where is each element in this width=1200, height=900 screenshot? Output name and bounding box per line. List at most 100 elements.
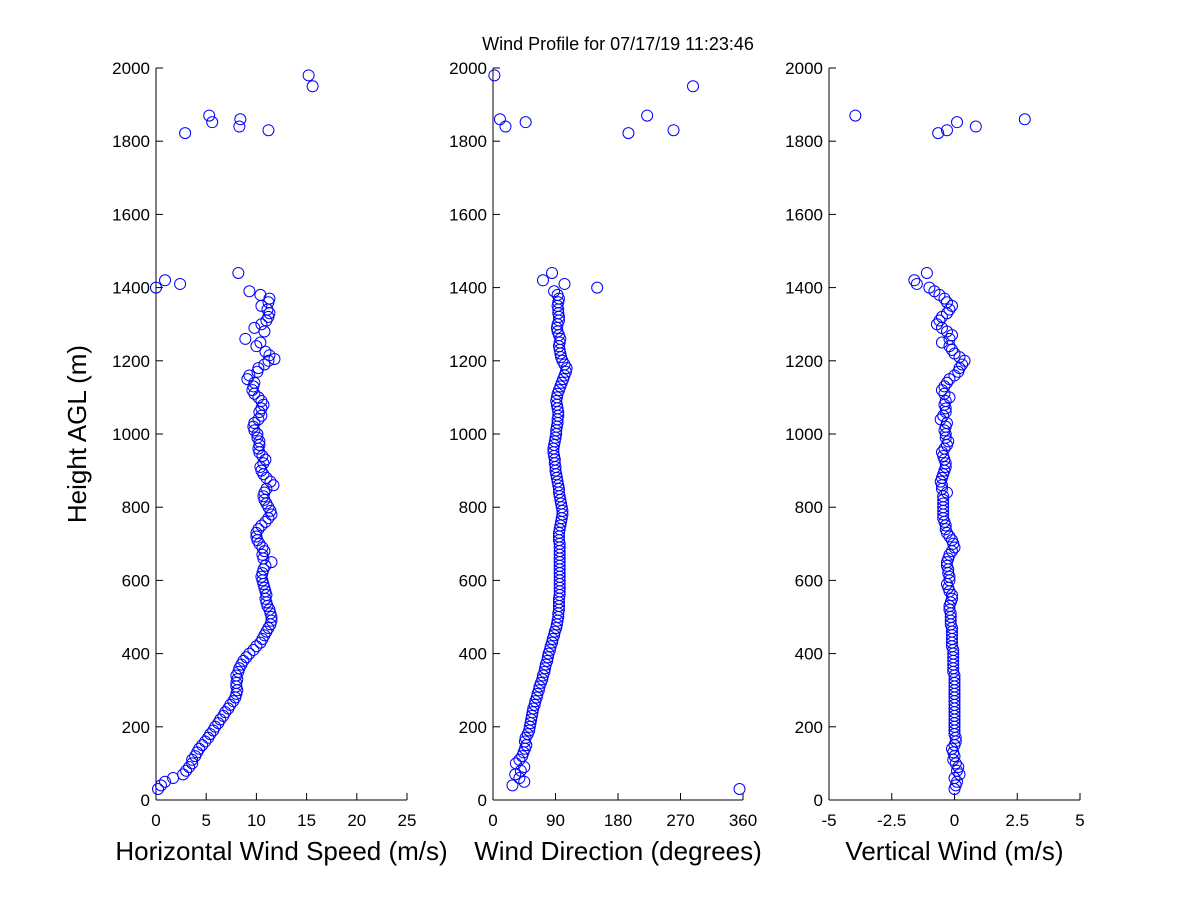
data-point (952, 761, 965, 774)
data-point (943, 603, 956, 616)
y-tick-label: 1800 (785, 132, 823, 151)
y-tick-label: 200 (795, 718, 823, 737)
x-tick-label: 180 (604, 811, 632, 830)
data-point (543, 643, 556, 656)
x-tick-label: 270 (666, 811, 694, 830)
x-tick-label: 2.5 (1005, 811, 1029, 830)
x-tick-label: -5 (821, 811, 836, 830)
data-point (259, 515, 272, 528)
data-point (246, 384, 259, 397)
data-point (943, 548, 956, 561)
data-point (525, 709, 538, 722)
data-point (250, 340, 263, 353)
y-tick-label: 800 (122, 498, 150, 517)
y-tick-label: 400 (122, 645, 150, 664)
data-point (252, 523, 265, 536)
data-points (150, 69, 319, 796)
data-point (934, 413, 947, 426)
data-point (240, 651, 253, 664)
data-point (255, 570, 268, 583)
data-point (526, 706, 539, 719)
y-tick-label: 200 (459, 718, 487, 737)
y-tick-label: 1600 (112, 205, 150, 224)
data-point (250, 530, 263, 543)
x-tick-label: 90 (546, 811, 565, 830)
y-tick-label: 600 (795, 571, 823, 590)
panel-3: 0 200 400 600 800 1000 1200 1400 1600 1800 2000 -5 -… (785, 59, 1085, 866)
y-tick-label: 600 (122, 571, 150, 590)
x-tick-label: 360 (729, 811, 757, 830)
data-point (256, 567, 269, 580)
y-tick-label: 1400 (785, 279, 823, 298)
data-points (488, 69, 746, 796)
y-tick-label: 800 (795, 498, 823, 517)
data-point (254, 336, 267, 349)
data-point (232, 665, 245, 678)
data-point (938, 380, 951, 393)
data-point (257, 578, 270, 591)
data-point (233, 120, 246, 133)
data-point (537, 274, 549, 287)
data-point (528, 698, 541, 711)
data-point (234, 113, 247, 126)
data-point (541, 654, 554, 667)
data-point (247, 643, 260, 656)
data-point (733, 783, 746, 796)
data-point (548, 629, 561, 642)
y-tick-label: 1800 (449, 132, 487, 151)
data-points (849, 109, 1031, 796)
data-point (180, 764, 193, 777)
data-point (951, 775, 964, 788)
data-point (229, 691, 242, 704)
data-point (262, 354, 275, 367)
x-tick-label: 20 (347, 811, 366, 830)
data-point (591, 281, 604, 294)
data-point (1018, 113, 1031, 126)
data-point (262, 124, 275, 137)
x-tick-label: 5 (201, 811, 210, 830)
data-point (940, 559, 953, 572)
data-point (945, 592, 958, 605)
data-point (942, 435, 955, 448)
data-point (264, 475, 277, 488)
data-point (206, 116, 219, 129)
data-point (953, 768, 966, 781)
data-point (214, 713, 227, 726)
data-point (306, 80, 319, 93)
data-point (530, 691, 543, 704)
data-point (260, 589, 273, 602)
data-point (519, 116, 532, 129)
data-point (254, 460, 267, 473)
data-point (939, 460, 952, 473)
data-point (252, 391, 265, 404)
data-point (541, 651, 554, 664)
data-point (259, 345, 272, 358)
y-tick-label: 1400 (449, 279, 487, 298)
data-point (945, 343, 958, 356)
data-point (259, 559, 272, 572)
data-point (943, 303, 956, 316)
y-tick-label: 2000 (112, 59, 150, 78)
y-tick-label: 1600 (785, 205, 823, 224)
data-point (247, 380, 260, 393)
data-point (248, 376, 261, 389)
data-point (243, 647, 256, 660)
data-point (513, 772, 526, 785)
data-point (499, 120, 512, 133)
data-point (943, 340, 956, 353)
x-axis-label: Wind Direction (degrees) (474, 836, 762, 866)
data-point (186, 757, 199, 770)
y-tick-label: 0 (814, 791, 823, 810)
data-point (155, 779, 168, 792)
data-point (939, 395, 952, 408)
data-point (204, 728, 217, 741)
data-point (935, 384, 948, 397)
data-point (849, 109, 862, 122)
data-point (177, 768, 190, 781)
data-point (255, 464, 268, 477)
data-point (248, 321, 261, 334)
data-point (488, 69, 501, 82)
data-point (951, 116, 964, 129)
data-point (920, 266, 933, 279)
y-tick-label: 2000 (449, 59, 487, 78)
